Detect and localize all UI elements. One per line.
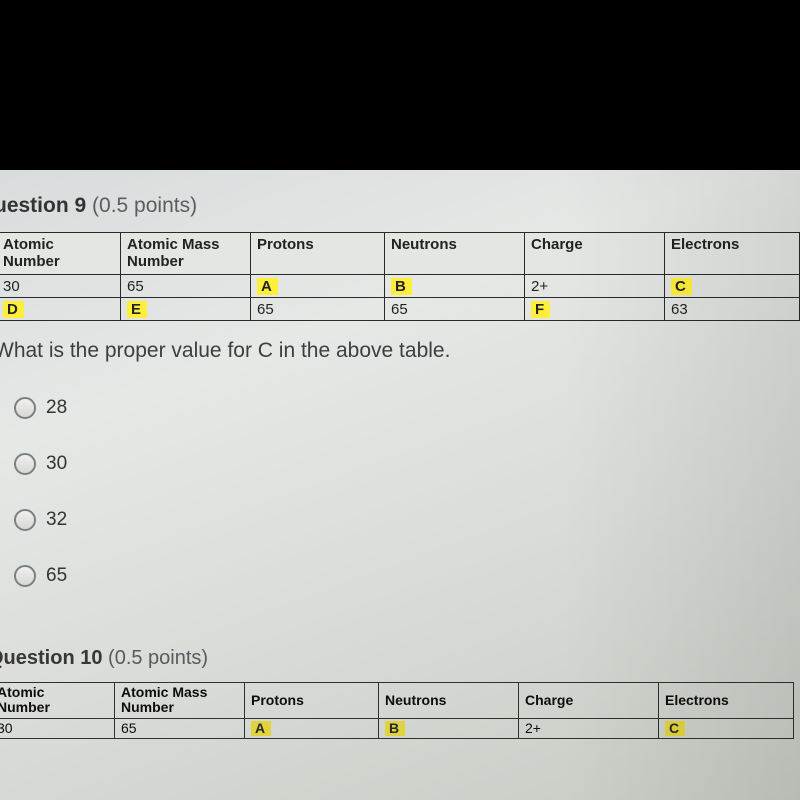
cell: B <box>379 718 519 738</box>
option-32[interactable]: 32 <box>14 509 800 531</box>
option-label: 65 <box>46 565 67 587</box>
cell: C <box>659 718 794 738</box>
radio-icon <box>14 453 36 475</box>
highlight-C: C <box>665 721 685 736</box>
cell: 2+ <box>525 274 665 297</box>
radio-icon <box>14 509 36 531</box>
option-65[interactable]: 65 <box>14 565 800 587</box>
option-label: 32 <box>46 509 67 531</box>
table-row: D E 65 65 F 63 <box>0 297 800 320</box>
highlight-D: D <box>3 301 24 318</box>
table-row: 30 65 A B 2+ C <box>0 718 794 738</box>
cell: 65 <box>251 297 385 320</box>
option-30[interactable]: 30 <box>14 453 800 475</box>
cell: F <box>525 297 665 320</box>
cell: C <box>665 274 800 297</box>
question-10-number: Question 10 <box>0 647 102 669</box>
cell: 65 <box>385 297 525 320</box>
question-10-section: Question 10 (0.5 points) AtomicNumber At… <box>0 641 800 739</box>
col-neutrons: Neutrons <box>379 683 519 719</box>
question-9-number: uestion 9 <box>0 194 86 217</box>
col-atomic-number: AtomicNumber <box>0 683 115 719</box>
highlight-B: B <box>385 721 405 736</box>
question-10-points: (0.5 points) <box>102 647 208 669</box>
col-atomic-number: AtomicNumber <box>0 233 121 275</box>
highlight-A: A <box>251 721 271 736</box>
col-electrons: Electrons <box>665 233 800 275</box>
letterbox-top <box>0 0 800 170</box>
cell: A <box>245 718 379 738</box>
question-10-table: AtomicNumber Atomic MassNumber Protons N… <box>0 682 794 739</box>
highlight-B: B <box>391 278 412 295</box>
col-charge: Charge <box>525 233 665 275</box>
cell: 30 <box>0 718 115 738</box>
col-neutrons: Neutrons <box>385 233 525 275</box>
radio-icon <box>14 397 36 419</box>
col-atomic-mass: Atomic MassNumber <box>115 683 245 719</box>
highlight-F: F <box>531 301 550 318</box>
option-28[interactable]: 28 <box>14 397 800 419</box>
option-label: 28 <box>46 397 67 419</box>
col-electrons: Electrons <box>659 683 794 719</box>
question-9-points: (0.5 points) <box>86 194 197 217</box>
question-9-table: AtomicNumber Atomic MassNumber Protons N… <box>0 232 800 321</box>
col-protons: Protons <box>245 683 379 719</box>
highlight-C: C <box>671 278 692 295</box>
question-9-prompt: What is the proper value for C in the ab… <box>0 321 800 371</box>
cell: 65 <box>115 718 245 738</box>
cell: 65 <box>121 274 251 297</box>
cell: 63 <box>665 297 800 320</box>
cell: 30 <box>0 274 121 297</box>
highlight-A: A <box>257 278 278 295</box>
question-9-header: uestion 9 (0.5 points) <box>0 188 800 232</box>
col-protons: Protons <box>251 233 385 275</box>
col-charge: Charge <box>519 683 659 719</box>
cell: 2+ <box>519 718 659 738</box>
question-10-header: Question 10 (0.5 points) <box>0 641 800 682</box>
table-row: 30 65 A B 2+ C <box>0 274 800 297</box>
cell: E <box>121 297 251 320</box>
question-9-options: 28 30 32 65 <box>14 397 800 587</box>
option-label: 30 <box>46 453 67 475</box>
col-atomic-mass: Atomic MassNumber <box>121 233 251 275</box>
cell: D <box>0 297 121 320</box>
cell: A <box>251 274 385 297</box>
quiz-page: uestion 9 (0.5 points) AtomicNumber Atom… <box>0 170 800 800</box>
radio-icon <box>14 565 36 587</box>
highlight-E: E <box>127 301 147 318</box>
cell: B <box>385 274 525 297</box>
